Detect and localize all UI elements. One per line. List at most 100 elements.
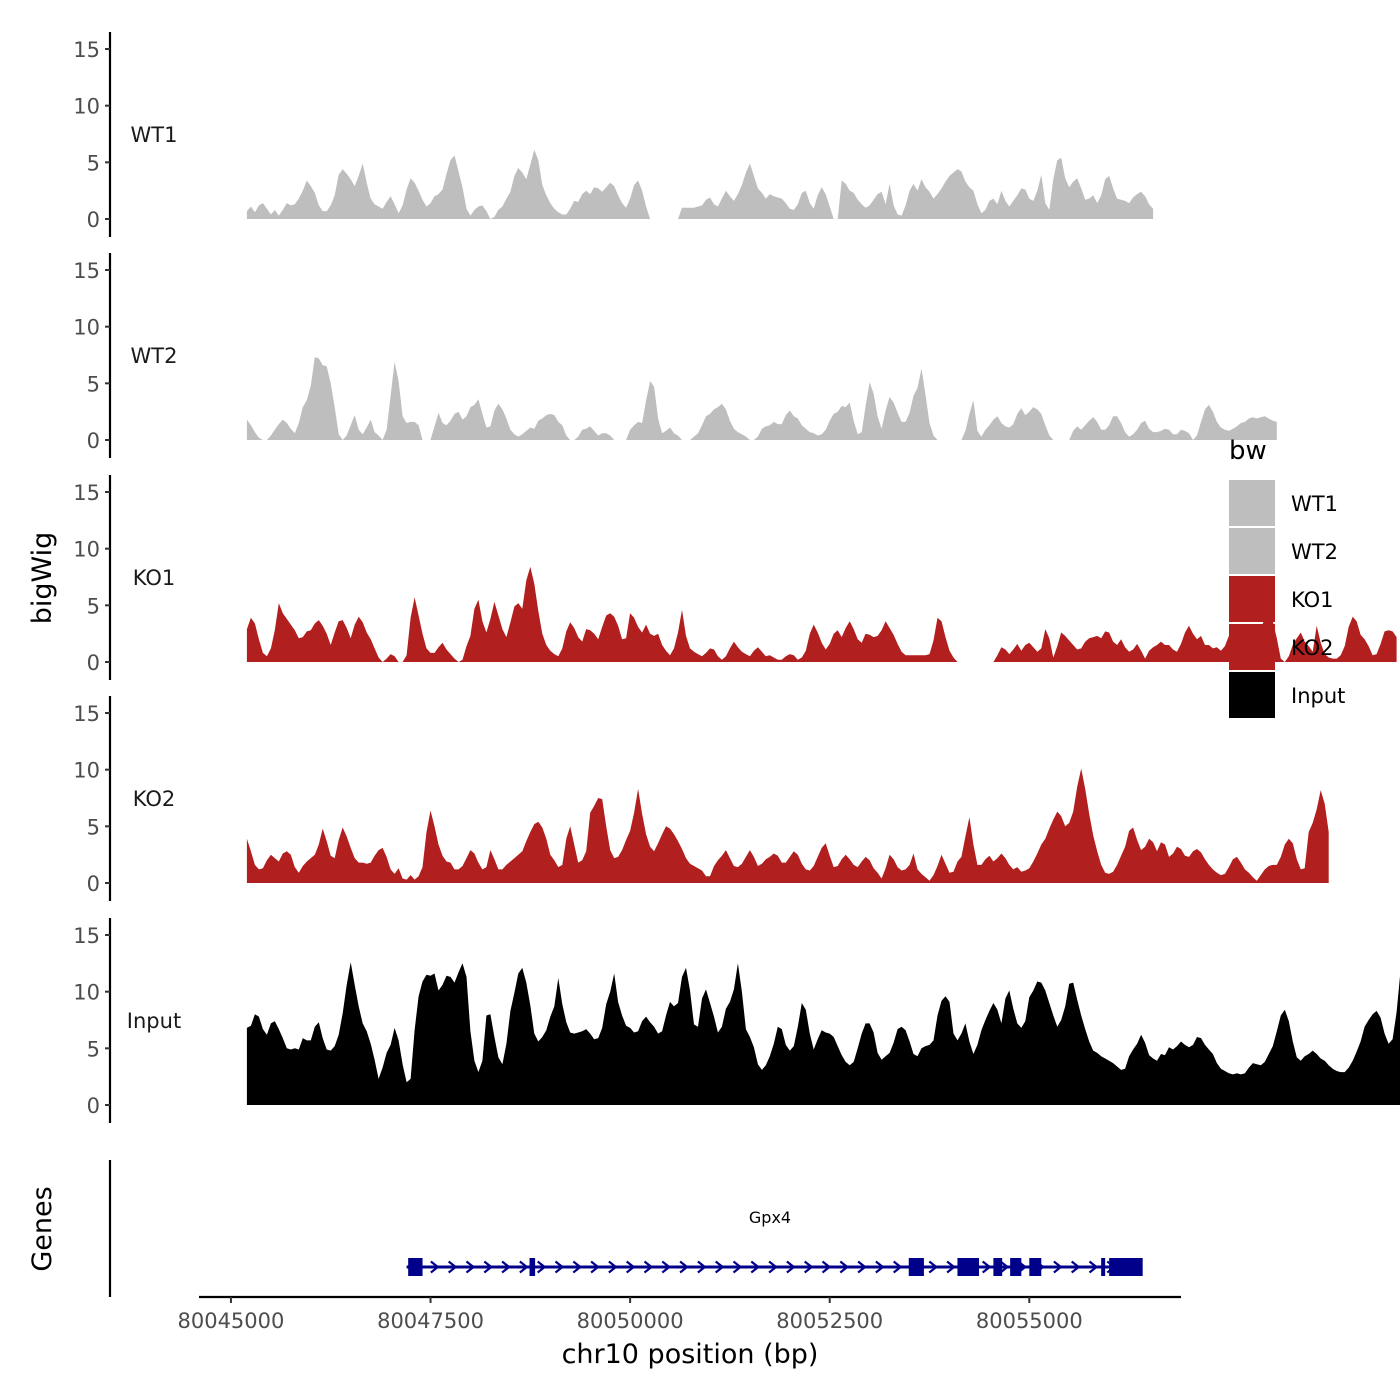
x-tick-label: 80047500 (377, 1309, 484, 1333)
exon (1109, 1258, 1143, 1276)
strand-arrow (714, 1260, 725, 1274)
x-axis: 80045000 80047500 80050000 80052500 80055000 (177, 1297, 1083, 1333)
strand-arrow (786, 1260, 796, 1274)
legend-title: bw (1229, 436, 1267, 466)
strand-arrow (946, 1260, 956, 1274)
genes-panel: Gpx4 (406, 1208, 1143, 1276)
y-tick-label: 5 (87, 815, 100, 839)
strand-arrow (554, 1260, 565, 1274)
y-tick-label: 5 (87, 151, 100, 175)
strand-arrow (768, 1260, 778, 1274)
strand-arrow (857, 1260, 867, 1274)
strand-arrow (1088, 1260, 1099, 1274)
strand-arrow (501, 1260, 511, 1274)
x-tick-label: 80045000 (177, 1309, 284, 1333)
legend-swatch-wt1 (1229, 480, 1275, 526)
strand-arrow (590, 1260, 600, 1274)
y-tick-label: 15 (73, 481, 100, 505)
exon (529, 1258, 536, 1276)
y-tick-label: 5 (87, 594, 100, 618)
track-label: KO1 (133, 566, 176, 590)
coverage-area-input (246, 962, 1400, 1105)
strand-arrow (572, 1260, 583, 1274)
track-label: WT1 (131, 123, 178, 147)
strand-arrow (732, 1260, 743, 1274)
exon (993, 1258, 1003, 1276)
strand-arrow (892, 1260, 903, 1274)
exon (408, 1258, 423, 1276)
strand-arrow (750, 1260, 761, 1274)
x-tick-label: 80050000 (577, 1309, 684, 1333)
track-label: Input (127, 1009, 181, 1033)
strand-arrow (839, 1260, 850, 1274)
coverage-area-wt2 (246, 357, 1277, 440)
x-tick-label: 80055000 (976, 1309, 1083, 1333)
strand-arrow (643, 1260, 654, 1274)
track-wt2: 0 5 10 15 WT2 (73, 253, 1277, 458)
y-tick-label: 0 (87, 872, 100, 896)
strand-arrow (625, 1260, 636, 1274)
y-tick-label: 0 (87, 429, 100, 453)
exon (1029, 1258, 1042, 1276)
strand-arrow (679, 1260, 689, 1274)
strand-arrow (519, 1260, 529, 1274)
strand-arrow (803, 1260, 814, 1274)
legend-swatch-ko1 (1229, 576, 1275, 622)
strand-arrow (483, 1260, 494, 1274)
y-tick-label: 15 (73, 702, 100, 726)
y-tick-label: 10 (73, 981, 100, 1005)
coverage-area-wt1 (246, 149, 1154, 219)
legend-swatch-input (1229, 672, 1275, 718)
strand-arrow (697, 1260, 707, 1274)
y-axis-title: bigWig (27, 532, 58, 625)
exon (1010, 1258, 1022, 1276)
strand-arrow (465, 1260, 476, 1274)
x-axis-title: chr10 position (bp) (562, 1339, 819, 1370)
y-tick-label: 5 (87, 1037, 100, 1061)
strand-arrow (821, 1260, 832, 1274)
gene-name-label: Gpx4 (749, 1208, 791, 1227)
y-tick-label: 0 (87, 1094, 100, 1118)
y-tick-label: 10 (73, 316, 100, 340)
y-tick-label: 0 (87, 208, 100, 232)
y-tick-label: 15 (73, 924, 100, 948)
strand-arrow (981, 1260, 992, 1274)
strand-arrow (447, 1260, 458, 1274)
legend-label: WT1 (1291, 492, 1338, 516)
exon (908, 1258, 924, 1276)
track-label: WT2 (131, 344, 178, 368)
strand-arrow (608, 1260, 618, 1274)
strand-arrow (875, 1260, 885, 1274)
legend-label: KO1 (1291, 588, 1334, 612)
legend-swatch-ko2 (1229, 624, 1275, 670)
y-tick-label: 0 (87, 651, 100, 675)
strand-arrow (1053, 1260, 1063, 1274)
strand-arrow (999, 1260, 1010, 1274)
y-tick-label: 10 (73, 759, 100, 783)
track-wt1: 0 5 10 15 WT1 (73, 32, 1154, 237)
track-label: KO2 (133, 787, 176, 811)
track-ko1: 0 5 10 15 KO1 (73, 475, 1397, 680)
strand-arrow (928, 1260, 939, 1274)
legend: bw WT1 WT2 KO1 KO2 Input (1229, 436, 1345, 718)
y-tick-label: 15 (73, 38, 100, 62)
coverage-area-ko1 (246, 566, 1397, 662)
x-tick-label: 80052500 (776, 1309, 883, 1333)
strand-arrow (661, 1260, 672, 1274)
legend-label: Input (1291, 684, 1345, 708)
track-input: 0 5 10 15 Input (73, 918, 1400, 1123)
legend-label: WT2 (1291, 540, 1338, 564)
legend-swatch-wt2 (1229, 528, 1275, 574)
strand-arrow (430, 1260, 440, 1274)
strand-arrow (536, 1260, 547, 1274)
strand-arrow (1071, 1260, 1081, 1274)
legend-label: KO2 (1291, 636, 1334, 660)
y-tick-label: 10 (73, 538, 100, 562)
track-ko2: 0 5 10 15 KO2 (73, 696, 1329, 901)
genes-axis-title: Genes (27, 1186, 58, 1271)
y-tick-label: 15 (73, 259, 100, 283)
y-tick-label: 5 (87, 372, 100, 396)
coverage-area-ko2 (246, 768, 1329, 883)
bigwig-tracks: 0 5 10 15 WT1 0 5 10 15 WT2 0 5 10 15 KO1 0 5 10 15 KO2 0 5 10… (73, 32, 1400, 1123)
